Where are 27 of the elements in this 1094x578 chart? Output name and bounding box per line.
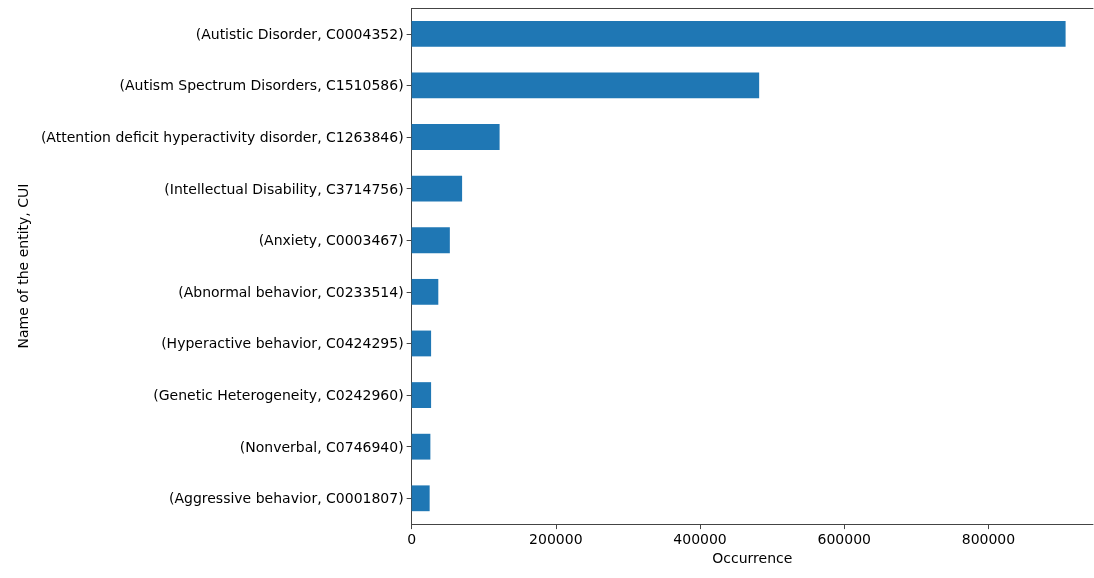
bar	[411, 175, 463, 202]
bar	[411, 124, 500, 150]
y-tick-label: (Abnormal behavior, C0233514)	[178, 283, 404, 300]
x-tick-label: 600000	[817, 531, 871, 548]
x-tick-label: 200000	[529, 531, 583, 548]
y-tick-label: (Attention deficit hyperactivity disorder, C1263846)	[40, 129, 404, 146]
y-tick-label: (Hyperactive behavior, C0424295)	[161, 335, 404, 352]
bar	[411, 433, 431, 460]
y-tick-label: (Genetic Heterogeneity, C0242960)	[153, 387, 404, 404]
y-tick-label: (Autism Spectrum Disorders, C1510586)	[119, 77, 404, 94]
x-tick-label: 400000	[673, 531, 727, 548]
y-tick-label: (Nonverbal, C0746940)	[239, 438, 404, 455]
bar	[411, 485, 430, 512]
y-tick-label: (Autistic Disorder, C0004352)	[195, 25, 404, 42]
y-tick-label: (Aggressive behavior, C0001807)	[168, 490, 404, 507]
bar	[411, 72, 760, 99]
y-tick-label: (Intellectual Disability, C3714756)	[164, 180, 404, 197]
bar	[411, 382, 432, 408]
bar	[411, 227, 450, 254]
y-tick-label: (Anxiety, C0003467)	[258, 232, 404, 249]
bar	[411, 20, 1066, 47]
x-tick-label: 0	[407, 531, 417, 548]
x-axis-title: Occurrence	[712, 550, 793, 566]
y-axis-title: Name of the entity, CUI	[15, 183, 31, 349]
bar	[411, 330, 432, 357]
bar	[411, 278, 439, 305]
x-tick-label: 800000	[961, 531, 1016, 548]
